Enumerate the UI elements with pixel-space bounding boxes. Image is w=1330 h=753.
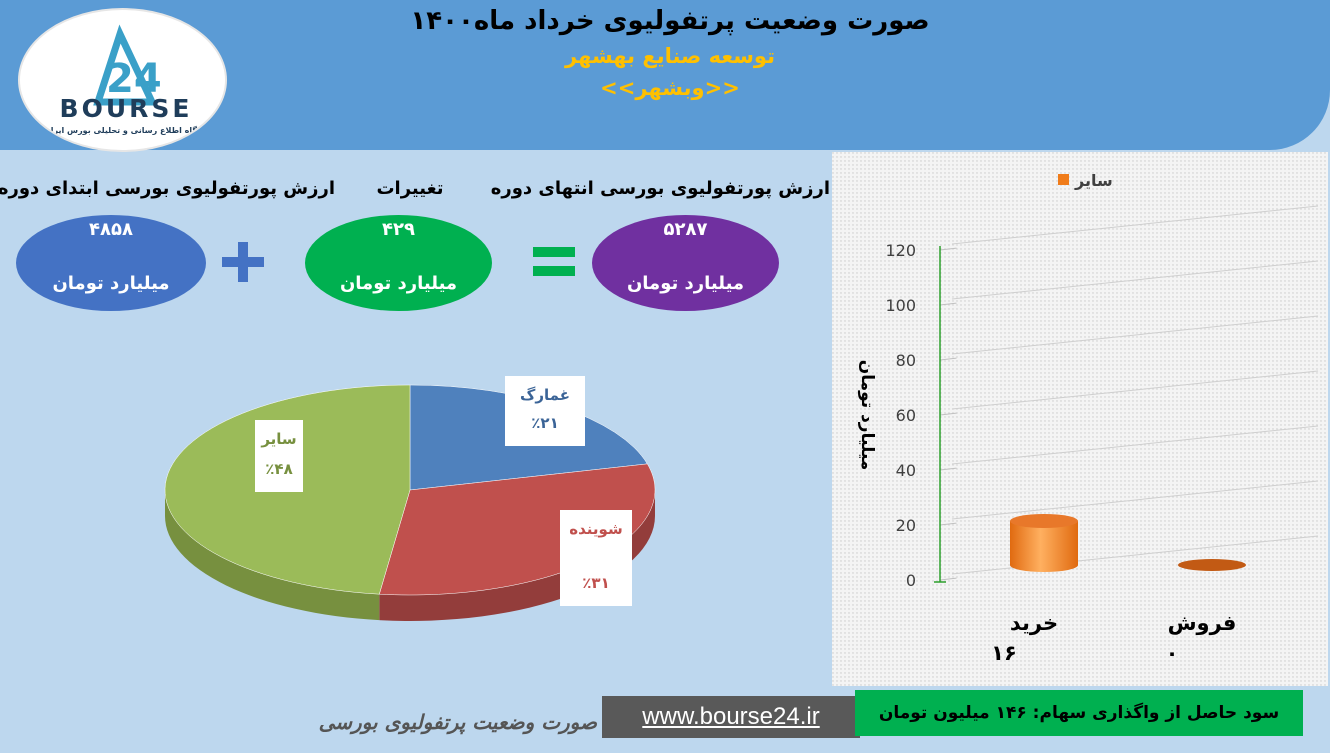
gridline [951, 480, 1319, 520]
y-tick-label: 0 [906, 571, 916, 590]
pie-label-box-1 [560, 510, 632, 606]
y-tick-label: 20 [896, 516, 916, 535]
pie-label-value-1: ٪۳۱ [582, 574, 609, 592]
y-tick-label: 60 [896, 406, 916, 425]
gridline-side [939, 522, 957, 526]
legend-swatch [1058, 174, 1069, 185]
bar-1 [1178, 559, 1246, 571]
gridline-side [939, 467, 957, 471]
bar-0 [1010, 521, 1078, 572]
page-title: صورت وضعیت پرتفولیوی خرداد ماه۱۴۰۰ [410, 6, 930, 36]
y-tick-label: 40 [896, 461, 916, 480]
y-tick-label: 120 [885, 241, 916, 260]
pie-slice-side-2 [165, 490, 380, 621]
company-symbol: <<وبشهر>> [600, 76, 740, 100]
pie-label-box-0 [505, 376, 585, 446]
website-link[interactable]: www.bourse24.ir [602, 696, 860, 738]
gridline [951, 260, 1319, 300]
logo-subtext: پایگاه اطلاع رسانی و تحلیلی بورس ایران [43, 126, 207, 135]
pie-label-value-2: ٪۴۸ [265, 460, 292, 478]
pie-chart: غمارگ ٪۲۱ شوینده ٪۳۱ سایر ٪۴۸ [164, 376, 656, 621]
change-value-unit: میلیارد تومان [339, 273, 458, 294]
start-value-oval: ۴۸۵۸ میلیارد تومان [16, 215, 206, 311]
y-tick-label: 100 [885, 296, 916, 315]
gridline [951, 370, 1319, 410]
website-url[interactable]: www.bourse24.ir [642, 703, 820, 730]
logo-mark-icon: 24 [93, 24, 162, 106]
profit-box: سود حاصل از واگذاری سهام: ۱۴۶ میلیون توم… [855, 690, 1303, 736]
bar-value-label-0: ۱۶ [991, 641, 1017, 665]
end-value-unit: میلیارد تومان [626, 273, 745, 294]
end-value-label: ارزش پورتفولیوی بورسی انتهای دوره [490, 178, 830, 199]
plus-sign-icon [222, 242, 264, 282]
gridline-side [939, 577, 957, 581]
bar-chart-background [832, 152, 1328, 686]
logo-text: BOURSE [59, 94, 193, 123]
equals-sign-icon [533, 247, 575, 277]
change-label: تغییرات [376, 178, 444, 199]
change-value: ۴۲۹ [382, 219, 415, 240]
gridline-side [939, 357, 957, 361]
bar-value-label-1: ۰ [1166, 641, 1179, 665]
pie-label-name-0: غمارگ [520, 386, 570, 404]
gridline-side [939, 247, 957, 251]
footer-caption: صورت وضعیت پرتفولیوی بورسی [318, 710, 597, 734]
pie-label-name-2: سایر [260, 430, 296, 448]
legend-label: سایر [1074, 171, 1113, 190]
pie-label-name-1: شوینده [569, 520, 622, 538]
logo-number: 24 [106, 56, 162, 102]
gridline [951, 205, 1319, 245]
y-axis-label: میلیارد تومان [857, 360, 877, 471]
gridline-side [939, 302, 957, 306]
change-value-oval: ۴۲۹ میلیارد تومان [305, 215, 492, 311]
gridline [951, 425, 1319, 465]
pie-label-value-0: ٪۲۱ [531, 414, 558, 432]
end-value: ۵۲۸۷ [663, 219, 708, 240]
start-value-unit: میلیارد تومان [52, 273, 170, 294]
gridline-side [939, 412, 957, 416]
bourse24-logo[interactable]: 24 BOURSE پایگاه اطلاع رسانی و تحلیلی بو… [18, 8, 227, 152]
bar-chart: 0 20 40 60 80 100 120 میلیارد تومان سایر خرید ۱۶ فر… [832, 152, 1328, 686]
end-value-oval: ۵۲۸۷ میلیارد تومان [592, 215, 779, 311]
x-tick-label-1: فروش [1168, 611, 1237, 635]
y-tick-label: 80 [896, 351, 916, 370]
pie-label-box-2 [255, 420, 303, 492]
company-name: توسعه صنایع بهشهر [565, 44, 775, 68]
x-tick-label-0: خرید [1010, 611, 1058, 635]
bar-top-0 [1010, 514, 1078, 528]
gridline [951, 315, 1319, 355]
start-value: ۴۸۵۸ [89, 219, 133, 240]
start-value-label: ارزش پورتفولیوی بورسی ابتدای دوره [0, 178, 335, 199]
header-banner: 24 BOURSE پایگاه اطلاع رسانی و تحلیلی بو… [0, 0, 1330, 152]
